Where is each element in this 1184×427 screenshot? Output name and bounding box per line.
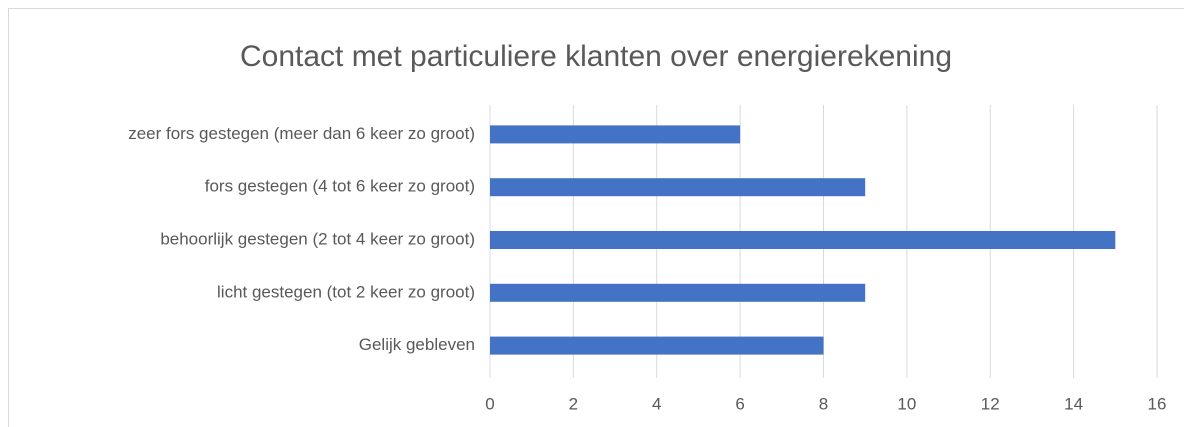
x-tick-label: 14 xyxy=(1064,394,1083,413)
x-tick-label: 0 xyxy=(485,394,494,413)
y-tick-label: licht gestegen (tot 2 keer zo groot) xyxy=(217,282,475,301)
chart-title: Contact met particuliere klanten over en… xyxy=(240,40,952,73)
x-tick-label: 8 xyxy=(819,394,828,413)
bar xyxy=(490,178,866,197)
x-tick-label: 4 xyxy=(652,394,661,413)
y-tick-label: zeer fors gestegen (meer dan 6 keer zo g… xyxy=(128,124,475,143)
chart-frame xyxy=(8,8,1184,427)
bar xyxy=(490,336,824,355)
x-tick-label: 2 xyxy=(569,394,578,413)
y-tick-label: behoorlijk gestegen (2 tot 4 keer zo gro… xyxy=(160,229,475,248)
bar xyxy=(490,231,1116,249)
bar xyxy=(490,283,866,302)
x-tick-label: 10 xyxy=(897,394,916,413)
x-tick-label: 16 xyxy=(1148,394,1167,413)
x-tick-label: 6 xyxy=(735,394,744,413)
y-tick-label: Gelijk gebleven xyxy=(359,335,475,354)
y-tick-label: fors gestegen (4 tot 6 keer zo groot) xyxy=(205,177,475,196)
bar xyxy=(490,125,741,144)
x-tick-label: 12 xyxy=(981,394,1000,413)
